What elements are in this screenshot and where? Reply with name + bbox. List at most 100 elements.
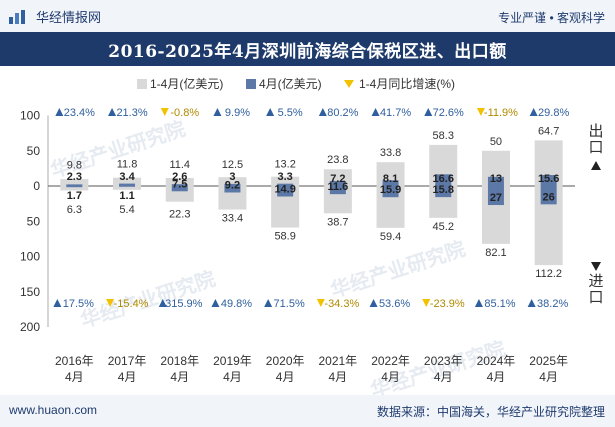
bar-import-cumulative [60, 186, 89, 191]
top-bar: 华经情报网 专业严谨 • 客观科学 [0, 0, 615, 32]
brand-logo-icon [9, 9, 25, 24]
legend-swatch-cumulative [137, 79, 147, 89]
y-tick-label: 50 [27, 144, 41, 158]
bar-export-monthly [435, 174, 452, 186]
export-side-label: 出 [588, 123, 603, 140]
chart-title: 2016-2025年4月深圳前海综合保税区进、出口额 [0, 32, 615, 66]
label-export-monthly: 15.6 [538, 173, 559, 185]
up-arrow-icon [264, 299, 273, 307]
x-tick-label: 2016年 [55, 354, 94, 368]
bar-export-cumulative [113, 177, 142, 186]
label-export-cumulative: 50 [490, 136, 502, 148]
label-import-cumulative: 82.1 [485, 247, 506, 259]
yoy-import-label: 38.2% [537, 298, 568, 310]
bar-import-monthly [329, 186, 346, 195]
label-export-monthly: 3.3 [278, 171, 293, 183]
label-import-cumulative: 22.3 [169, 208, 190, 220]
bar-export-monthly [487, 176, 504, 186]
label-export-cumulative: 9.8 [67, 159, 82, 171]
yoy-import-label: 71.5% [274, 298, 305, 310]
x-tick-label: 4月 [381, 370, 400, 384]
x-tick-label: 4月 [329, 370, 348, 384]
yoy-export-label: 23.4% [64, 107, 95, 119]
bar-import-monthly [540, 186, 557, 205]
bar-import-monthly [171, 186, 188, 192]
label-import-cumulative: 112.2 [535, 268, 562, 280]
x-tick-label: 2022年 [371, 354, 410, 368]
label-import-monthly: 15.8 [433, 184, 454, 196]
x-tick-label: 4月 [539, 370, 558, 384]
legend-swatch-monthly [246, 79, 256, 89]
x-tick-label: 2019年 [213, 354, 252, 368]
x-tick-label: 4月 [434, 370, 453, 384]
bar-export-monthly [540, 175, 557, 186]
label-import-cumulative: 45.2 [433, 221, 454, 233]
down-arrow-icon [160, 108, 169, 116]
bar-export-cumulative [271, 176, 300, 186]
tagline: 专业严谨 • 客观科学 [498, 11, 605, 25]
label-import-monthly: 26 [543, 191, 555, 203]
label-import-cumulative: 38.7 [327, 216, 348, 228]
label-import-cumulative: 59.4 [380, 231, 401, 243]
label-export-monthly: 7.2 [330, 173, 345, 185]
up-arrow-icon [318, 108, 327, 116]
legend-label-yoy: 1-4月同比增速(%) [359, 77, 455, 91]
bar-export-monthly [224, 183, 241, 186]
x-tick-label: 4月 [223, 370, 242, 384]
up-arrow-icon [371, 108, 380, 116]
bar-export-cumulative [60, 179, 89, 186]
up-arrow-icon [266, 108, 275, 116]
data-source: 数据来源：中国海关，华经产业研究院整理 [376, 405, 605, 419]
footer-bar: www.huaon.com 数据来源：中国海关，华经产业研究院整理 [0, 395, 615, 427]
label-import-cumulative: 6.3 [67, 204, 82, 216]
label-export-monthly: 8.1 [383, 173, 398, 185]
label-export-cumulative: 11.8 [117, 159, 138, 171]
down-arrow-icon [476, 108, 485, 116]
legend-label-cumulative: 1-4月(亿美元) [150, 76, 223, 91]
y-tick-label: 100 [20, 109, 40, 123]
yoy-import-label: 53.6% [379, 298, 410, 310]
y-tick-label: 0 [33, 179, 40, 193]
y-tick-label: 50 [27, 214, 41, 228]
bar-import-monthly [435, 186, 452, 198]
label-import-monthly: 9.2 [225, 179, 240, 191]
label-import-monthly: 15.9 [380, 184, 401, 196]
label-import-cumulative: 33.4 [222, 213, 243, 225]
bar-import-monthly [119, 186, 136, 187]
yoy-export-label: 9.9% [225, 107, 250, 119]
bar-export-cumulative [218, 177, 247, 186]
yoy-export-label: -0.8% [170, 107, 199, 119]
label-export-cumulative: 64.7 [538, 125, 559, 137]
label-import-monthly: 7.5 [172, 178, 187, 190]
yoy-export-label: 80.2% [327, 107, 358, 119]
label-export-cumulative: 12.5 [222, 159, 243, 171]
yoy-import-label: -23.9% [430, 298, 465, 310]
label-import-monthly: 14.9 [274, 184, 295, 196]
bar-export-monthly [119, 183, 136, 186]
up-arrow-icon [55, 108, 64, 116]
import-side-label: 口 [588, 289, 603, 306]
bar-import-monthly [382, 186, 399, 198]
brand: 华经情报网 [8, 7, 101, 26]
label-import-cumulative: 58.9 [274, 231, 295, 243]
bar-export-monthly [171, 184, 188, 186]
bar-export-monthly [66, 184, 83, 186]
watermark: 华经产业研究院 [328, 236, 469, 302]
down-arrow-icon [106, 299, 115, 307]
label-export-cumulative: 33.8 [380, 147, 401, 159]
yoy-export-label: 29.8% [538, 107, 569, 119]
yoy-import-label: 315.9% [165, 298, 203, 310]
bar-import-monthly [66, 186, 83, 188]
x-tick-label: 4月 [170, 370, 189, 384]
website-link[interactable]: www.huaon.com [9, 403, 98, 417]
x-tick-label: 2021年 [318, 354, 357, 368]
label-export-monthly: 2.6 [172, 171, 187, 183]
up-arrow-icon [527, 299, 536, 307]
label-export-cumulative: 13.2 [274, 159, 295, 171]
bar-export-cumulative [376, 162, 405, 186]
label-import-monthly: 1.1 [119, 190, 134, 202]
yoy-export-label: 21.3% [116, 107, 147, 119]
yoy-export-label: 41.7% [380, 107, 411, 119]
